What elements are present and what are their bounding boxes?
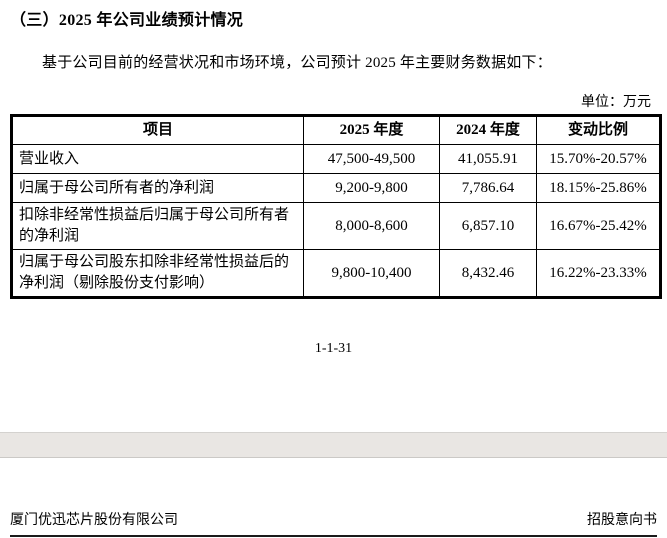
cell-2025: 47,500-49,500 bbox=[303, 144, 440, 174]
table-row: 归属于母公司所有者的净利润 9,200-9,800 7,786.64 18.15… bbox=[11, 173, 661, 203]
cell-2024: 41,055.91 bbox=[439, 144, 537, 174]
cell-change: 15.70%-20.57% bbox=[536, 144, 661, 174]
table-header-item: 项目 bbox=[11, 115, 304, 145]
table-header-2025: 2025 年度 bbox=[303, 115, 440, 145]
page-number: 1-1-31 bbox=[314, 341, 353, 356]
cell-2024: 6,857.10 bbox=[439, 202, 537, 250]
cell-2024: 7,786.64 bbox=[439, 173, 537, 203]
performance-forecast-table: 项目 2025 年度 2024 年度 变动比例 营业收入 47,500-49,5… bbox=[10, 114, 662, 299]
cell-item: 归属于母公司所有者的净利润 bbox=[11, 173, 304, 203]
unit-label: 单位：万元 bbox=[581, 95, 651, 110]
cell-2025: 9,800-10,400 bbox=[303, 249, 440, 298]
table-header-2024: 2024 年度 bbox=[439, 115, 537, 145]
company-name: 厦门优迅芯片股份有限公司 bbox=[10, 513, 178, 528]
cell-change: 16.67%-25.42% bbox=[536, 202, 661, 250]
table-header-row: 项目 2025 年度 2024 年度 变动比例 bbox=[11, 115, 661, 145]
cell-2024: 8,432.46 bbox=[439, 249, 537, 298]
cell-2025: 9,200-9,800 bbox=[303, 173, 440, 203]
cell-item: 归属于母公司股东扣除非经常性损益后的净利润（剔除股份支付影响） bbox=[11, 249, 304, 298]
table-row: 归属于母公司股东扣除非经常性损益后的净利润（剔除股份支付影响） 9,800-10… bbox=[11, 249, 661, 298]
table-row: 扣除非经常性损益后归属于母公司所有者的净利润 8,000-8,600 6,857… bbox=[11, 202, 661, 250]
cell-2025: 8,000-8,600 bbox=[303, 202, 440, 250]
cell-change: 18.15%-25.86% bbox=[536, 173, 661, 203]
cell-item: 营业收入 bbox=[11, 144, 304, 174]
next-page-header: 厦门优迅芯片股份有限公司 招股意向书 bbox=[10, 509, 657, 537]
table-header-change: 变动比例 bbox=[536, 115, 661, 145]
intro-paragraph: 基于公司目前的经营状况和市场环境，公司预计 2025 年主要财务数据如下： bbox=[42, 55, 552, 71]
doc-type-label: 招股意向书 bbox=[587, 513, 657, 528]
page-title: （三）2025 年公司业绩预计情况 bbox=[10, 12, 244, 29]
page-gap-divider bbox=[0, 432, 667, 458]
cell-change: 16.22%-23.33% bbox=[536, 249, 661, 298]
table-row: 营业收入 47,500-49,500 41,055.91 15.70%-20.5… bbox=[11, 144, 661, 174]
cell-item: 扣除非经常性损益后归属于母公司所有者的净利润 bbox=[11, 202, 304, 250]
